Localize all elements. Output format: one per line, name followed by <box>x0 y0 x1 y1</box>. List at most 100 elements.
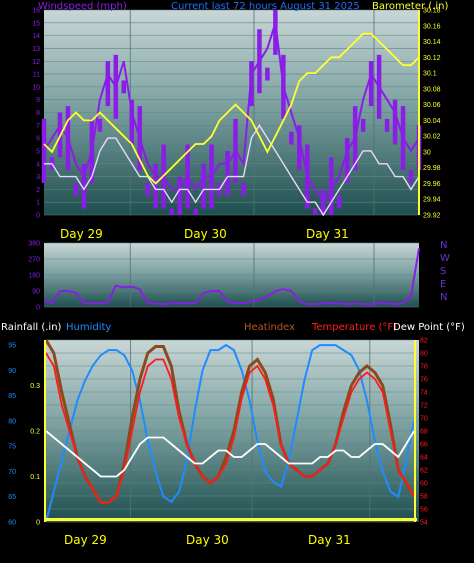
compass-label: W <box>440 253 450 264</box>
barometer-tick: 30 <box>423 149 431 156</box>
humidity-tick: 80 <box>8 418 16 425</box>
day-label-29: Day 29 <box>60 227 103 241</box>
rainfall-ticks: 0 0.1 0.2 0.3 <box>30 383 40 527</box>
barometer-tick: 30.18 <box>423 8 441 15</box>
humidity-tick: 70 <box>8 469 16 476</box>
barometer-ticks: 29.92 29.94 29.96 29.98 30 30.02 30.04 30.06 30.… <box>423 8 441 220</box>
windspeed-tick: 4 <box>36 161 40 168</box>
rainfall-axis-line <box>44 340 46 522</box>
barometer-tick: 29.94 <box>423 197 441 204</box>
temperature-tick: 56 <box>420 507 428 514</box>
dewpoint-series <box>45 430 415 478</box>
compass-label: S <box>440 266 446 277</box>
humidity-tick: 85 <box>8 393 16 400</box>
barometer-tick: 29.92 <box>423 213 441 220</box>
direction-line <box>43 248 420 306</box>
humidity-series <box>45 343 415 523</box>
temperature-tick: 76 <box>420 377 428 384</box>
rainfall-baseline <box>44 518 417 521</box>
day-label-31: Day 31 <box>306 227 349 241</box>
day-label-30-bottom: Day 30 <box>186 533 229 547</box>
barometer-axis-line <box>418 10 420 215</box>
temperature-tick: 78 <box>420 364 428 371</box>
day-label-29-bottom: Day 29 <box>64 533 107 547</box>
temperature-tick: 62 <box>420 468 428 475</box>
humidity-tick: 90 <box>8 368 16 375</box>
temperature-ticks: 54 56 58 60 62 64 66 68 70 72 74 76 78 80 82 <box>420 338 428 527</box>
temperature-tick: 70 <box>420 416 428 423</box>
barometer-tick: 30.1 <box>423 71 437 78</box>
temperature-tick: 72 <box>420 403 428 410</box>
direction-tick: 90 <box>32 289 40 296</box>
windspeed-tick: 16 <box>32 8 40 15</box>
chart-title: Current last 72 hours August 31 2025 <box>171 1 360 12</box>
humidity-tick: 95 <box>8 343 16 350</box>
temperature-axis-line <box>414 340 416 522</box>
wind-line <box>43 22 420 205</box>
humidity-tick: 65 <box>8 494 16 501</box>
windspeed-tick: 14 <box>32 33 40 40</box>
windspeed-tick: 11 <box>33 72 40 79</box>
barometer-tick: 29.98 <box>423 165 441 172</box>
direction-tick: 180 <box>28 273 40 280</box>
temperature-tick: 74 <box>420 390 428 397</box>
temperature-tick: 60 <box>420 481 428 488</box>
windspeed-tick: 6 <box>36 136 40 143</box>
windspeed-tick: 0 <box>36 213 40 220</box>
temperature-tick: 80 <box>420 351 428 358</box>
direction-tick: 0 <box>36 305 40 312</box>
heatindex-label: Heatindex <box>244 322 295 333</box>
gust-line <box>44 123 420 217</box>
compass-label: N <box>440 240 447 251</box>
temperature-tick: 58 <box>420 494 428 501</box>
barometer-tick: 30.16 <box>423 23 441 30</box>
windspeed-tick: 8 <box>36 110 40 117</box>
windspeed-tick: 2 <box>36 187 40 194</box>
windspeed-tick: 15 <box>32 20 40 27</box>
windspeed-tick: 1 <box>36 200 40 207</box>
windspeed-tick: 5 <box>36 148 40 155</box>
dewpoint-axis-label: Dew Point (°F) <box>393 322 465 333</box>
barometer-tick: 30.04 <box>423 118 441 125</box>
barometer-tick: 29.96 <box>423 181 441 188</box>
direction-plot-grid <box>44 242 419 308</box>
rainfall-tick: 0 <box>36 520 40 527</box>
windspeed-tick: 10 <box>32 84 40 91</box>
barometer-series <box>43 32 420 185</box>
temperature-tick: 54 <box>420 520 428 527</box>
barometer-tick: 30.08 <box>423 86 441 93</box>
temperature-tick: 68 <box>420 429 428 436</box>
humidity-ticks: 60 65 70 75 80 85 90 95 <box>8 343 16 527</box>
windspeed-axis-label: Windspeed (mph) <box>38 1 127 12</box>
day-label-30: Day 30 <box>184 227 227 241</box>
windspeed-tick: 3 <box>36 174 40 181</box>
dewpoint-line <box>45 430 415 478</box>
direction-series <box>43 248 420 306</box>
rainfall-axis-label: Rainfall (.in) <box>1 322 62 333</box>
barometer-tick: 30.06 <box>423 102 441 109</box>
barometer-tick: 30.12 <box>423 55 441 62</box>
barometer-line <box>43 32 420 185</box>
windspeed-tick: 12 <box>32 59 40 66</box>
temperature-tick: 66 <box>420 442 428 449</box>
temperature-tick: 64 <box>420 455 428 462</box>
humidity-line <box>45 343 415 523</box>
temperature-axis-label: Temperature (°F) <box>311 322 397 333</box>
direction-tick: 270 <box>28 257 40 264</box>
temperature-tick: 82 <box>420 338 428 345</box>
direction-tick: 360 <box>28 241 40 248</box>
barometer-tick: 30.14 <box>423 39 441 46</box>
humidity-tick: 60 <box>8 520 16 527</box>
barometer-axis-label: Barometer (.in) <box>372 1 448 12</box>
rainfall-tick: 0.1 <box>30 474 40 481</box>
windspeed-tick: 9 <box>36 97 40 104</box>
direction-ticks: 0 90 180 270 360 <box>28 241 40 312</box>
temperature-series <box>45 352 415 504</box>
windspeed-tick: 7 <box>36 123 40 130</box>
temperature-line <box>45 352 415 504</box>
rainfall-tick: 0.3 <box>30 383 40 390</box>
compass-label: N <box>440 292 447 303</box>
